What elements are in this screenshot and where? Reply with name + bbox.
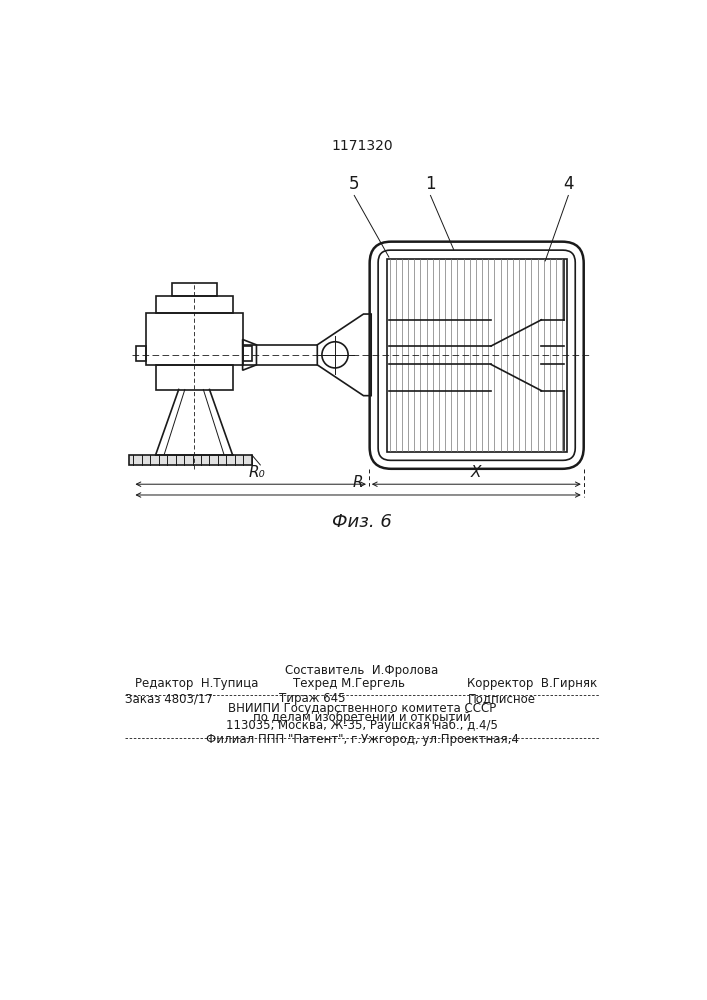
- Text: ВНИИПИ Государственного комитета СССР: ВНИИПИ Государственного комитета СССР: [228, 702, 496, 715]
- Text: Тираж 645: Тираж 645: [279, 692, 345, 705]
- Text: R₀: R₀: [248, 465, 265, 480]
- Text: Техред М.Гергель: Техред М.Гергель: [293, 677, 404, 690]
- Text: Подписное: Подписное: [467, 692, 535, 705]
- Text: 1: 1: [425, 175, 436, 193]
- Text: Физ. 6: Физ. 6: [332, 513, 392, 531]
- Text: по делам изобретений и открытий: по делам изобретений и открытий: [253, 711, 471, 724]
- Text: Редактор  Н.Тупица: Редактор Н.Тупица: [135, 677, 258, 690]
- Text: Филиал ППП "Патент", г.Ужгород, ул.Проектная,4: Филиал ППП "Патент", г.Ужгород, ул.Проек…: [206, 733, 518, 746]
- Text: Составитель  И.Фролова: Составитель И.Фролова: [286, 664, 438, 677]
- Bar: [387, 259, 567, 452]
- Polygon shape: [129, 455, 252, 465]
- Text: 4: 4: [563, 175, 573, 193]
- Text: 113035, Москва, Ж-35, Раушская наб., д.4/5: 113035, Москва, Ж-35, Раушская наб., д.4…: [226, 719, 498, 732]
- Text: 1171320: 1171320: [331, 139, 393, 153]
- Text: Корректор  В.Гирняк: Корректор В.Гирняк: [467, 677, 597, 690]
- Text: 5: 5: [349, 175, 359, 193]
- Text: R: R: [353, 475, 363, 490]
- Text: Заказ 4803/17: Заказ 4803/17: [125, 692, 213, 705]
- Text: X: X: [471, 465, 481, 480]
